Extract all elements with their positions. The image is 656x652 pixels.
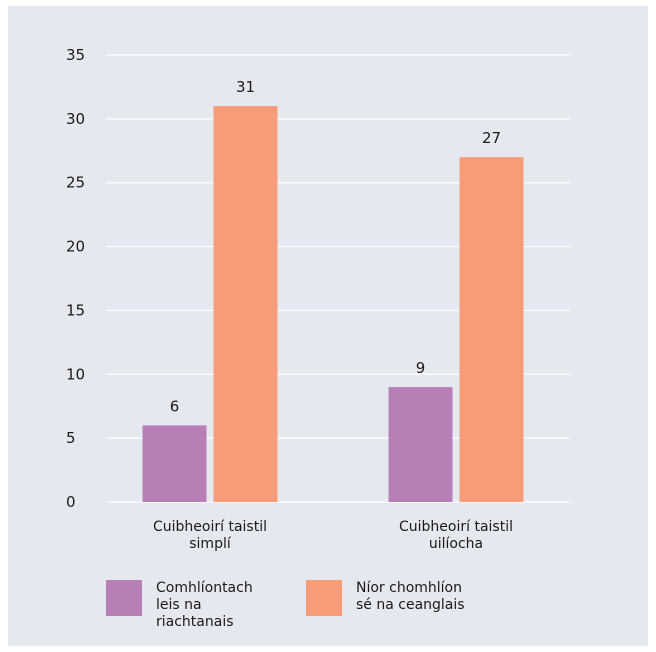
bar-noncompliant <box>213 106 278 502</box>
bar-compliant <box>388 387 453 502</box>
chart-panel <box>8 6 648 646</box>
y-tick-label: 20 <box>66 238 85 256</box>
bar-value-label: 31 <box>236 78 255 96</box>
legend-item-compliant: Comhlíontach leis na riachtanais <box>106 580 286 631</box>
legend-swatch-noncompliant <box>306 580 342 616</box>
y-tick-label: 15 <box>66 301 85 319</box>
x-tick-label: Cuibheoirí taistil uilíocha <box>399 519 513 552</box>
y-tick-label: 25 <box>66 174 85 192</box>
bar-chart: 0 5 10 15 20 25 30 35 6 31 9 27 Cuibheoirí taistil… <box>66 46 570 552</box>
data-labels: 6 31 9 27 <box>170 78 501 415</box>
legend: Comhlíontach leis na riachtanais Níor ch… <box>106 580 526 640</box>
legend-label-compliant: Comhlíontach leis na riachtanais <box>156 580 253 630</box>
y-tick-label: 10 <box>66 365 85 383</box>
legend-swatch-compliant <box>106 580 142 616</box>
legend-item-noncompliant: Níor chomhlíon sé na ceanglais <box>306 580 486 616</box>
bar-compliant <box>142 425 207 502</box>
y-tick-label: 35 <box>66 46 85 64</box>
legend-label-noncompliant: Níor chomhlíon sé na ceanglais <box>356 580 465 613</box>
y-tick-label: 5 <box>66 429 76 447</box>
bar-value-label: 9 <box>416 359 426 377</box>
bar-value-label: 6 <box>170 397 180 415</box>
x-axis-ticks: Cuibheoirí taistil simplí Cuibheoirí taist… <box>153 519 513 552</box>
y-tick-label: 30 <box>66 110 85 128</box>
y-axis-ticks: 0 5 10 15 20 25 30 35 <box>66 46 85 511</box>
bars <box>142 106 524 502</box>
y-tick-label: 0 <box>66 493 76 511</box>
bar-noncompliant <box>459 157 524 502</box>
bar-value-label: 27 <box>482 129 501 147</box>
x-tick-label: Cuibheoirí taistil simplí <box>153 519 267 552</box>
